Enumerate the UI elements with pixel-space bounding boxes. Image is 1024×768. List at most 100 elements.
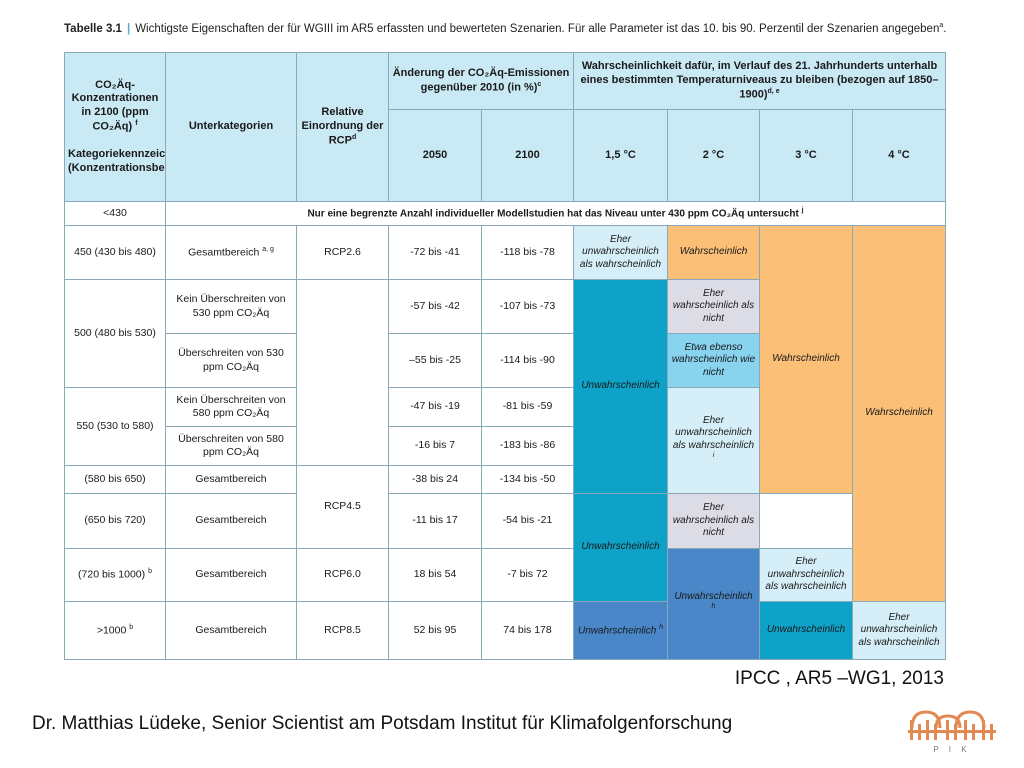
table-caption: Tabelle 3.1 | Wichtigste Eigenschaften der…	[64, 22, 964, 35]
emission-2100-cell: -183 bis -86	[481, 426, 574, 466]
header-rcp: Relative Einordnung der RCPd	[296, 52, 389, 202]
caption-sup: a	[939, 22, 944, 29]
table-row: (650 bis 720) Gesamtbereich -11 bis 17 -…	[64, 493, 946, 602]
concentration-cell: (650 bis 720)	[64, 493, 166, 549]
rcp-cell: RCP8.5	[296, 601, 389, 660]
pik-logo: P I K	[908, 710, 996, 754]
concentration-cell: 550 (530 to 580)	[64, 387, 166, 466]
subcategory-cell: Gesamtbereich	[165, 465, 297, 494]
likelihood-2-label: Unwahrscheinlich	[577, 624, 657, 636]
header-likelihood: Wahrscheinlichkeit dafür, im Verlauf des…	[573, 52, 946, 110]
rcp-cell: RCP6.0	[296, 548, 389, 602]
emission-2050-cell: –55 bis -25	[388, 333, 482, 388]
subcategory-cell: Kein Überschreiten von 530 ppm CO₂Äq	[165, 279, 297, 334]
concentration-cell: 500 (480 bis 530)	[64, 279, 166, 388]
header-3-degrees: 3 °C	[759, 109, 853, 202]
emission-2050-cell: -72 bis -41	[388, 225, 482, 280]
likelihood-1-5-cell: Unwahrscheinlich	[573, 279, 668, 494]
note-sup: j	[801, 206, 804, 214]
table-row: Überschreiten von 530 ppm CO₂Äq –55 bis …	[65, 333, 946, 388]
table-row: 500 (480 bis 530) Kein Überschreiten von…	[64, 279, 946, 494]
likelihood-2-sup: h	[659, 623, 664, 631]
header-2100: 2100	[481, 109, 574, 202]
header-4-degrees: 4 °C	[852, 109, 946, 202]
header-emissions-sup: c	[537, 80, 542, 88]
likelihood-3-cell: Eher wahrscheinlich als nicht	[667, 493, 760, 549]
concentration-cell: (720 bis 1000) b	[64, 548, 166, 602]
likelihood-2-cell: Wahrscheinlich	[667, 225, 760, 280]
emission-2050-cell: -57 bis -42	[388, 279, 482, 334]
emission-2100-cell: -81 bis -59	[481, 387, 574, 427]
likelihood-2-sup: i	[712, 452, 715, 460]
likelihood-2-cell: Etwa ebenso wahrscheinlich wie nicht	[667, 333, 760, 388]
likelihood-4-cell: Wahrscheinlich	[852, 225, 946, 602]
subcategory-cell: Gesamtbereich	[165, 601, 297, 660]
subcategory-label: Gesamtbereich	[188, 246, 260, 259]
caption-text: Wichtigste Eigenschaften der für WGIII i…	[135, 22, 940, 35]
subcategory-cell: Gesamtbereich	[165, 493, 297, 549]
likelihood-3-cell: Wahrscheinlich	[759, 225, 853, 494]
likelihood-1-5-label: Unwahrscheinlich	[674, 590, 753, 602]
scenario-table: CO₂Äq-Konzentrationen in 2100 (ppm CO₂Äq…	[64, 52, 946, 660]
likelihood-2-cell: Unwahrscheinlich	[573, 493, 668, 602]
header-concentration: CO₂Äq-Konzentrationen in 2100 (ppm CO₂Äq…	[64, 52, 166, 202]
concentration-cell: (580 bis 650)	[64, 465, 166, 494]
table-row: (580 bis 650) Gesamtbereich RCP4.5 -38 b…	[64, 465, 946, 549]
header-emissions: Änderung der CO₂Äq-Emissionen gegenüber …	[388, 52, 574, 110]
emission-2100-cell: -118 bis -78	[481, 225, 574, 280]
concentration-label: >1000	[96, 624, 127, 637]
subcategory-cell: Kein Überschreiten von 580 ppm CO₂Äq	[165, 387, 297, 427]
likelihood-2-cell: Unwahrscheinlich h	[573, 601, 668, 660]
concentration-cell: >1000 b	[64, 601, 166, 660]
concentration-cell: <430	[64, 201, 166, 226]
header-category-label: Kategoriekennzeichnung (Konzentrationsbe…	[68, 147, 166, 174]
concentration-sup: b	[148, 568, 152, 576]
table-row: >1000 b Gesamtbereich RCP8.5 52 bis 95 7…	[64, 601, 946, 660]
header-likelihood-sup: d, e	[767, 87, 780, 95]
likelihood-4-cell: Eher unwahrscheinlich als wahrscheinlich	[852, 601, 946, 660]
emission-2100-cell: -134 bis -50	[481, 465, 574, 494]
subcategory-cell: Überschreiten von 530 ppm CO₂Äq	[165, 333, 297, 388]
likelihood-1-5-sup: h	[711, 603, 716, 611]
header-concentration-label: CO₂Äq-Konzentrationen in 2100 (ppm CO₂Äq…	[71, 78, 159, 133]
likelihood-3-cell: Unwahrscheinlich	[759, 601, 853, 660]
header-emissions-label: Änderung der CO₂Äq-Emissionen gegenüber …	[392, 66, 570, 94]
source-citation: IPCC , AR5 –WG1, 2013	[734, 668, 944, 689]
emission-2100-cell: -7 bis 72	[481, 548, 574, 602]
emission-2050-cell: 18 bis 54	[388, 548, 482, 602]
emission-2050-cell: -47 bis -19	[388, 387, 482, 427]
header-concentration-sup: f	[135, 119, 138, 127]
header-2-degrees: 2 °C	[667, 109, 760, 202]
likelihood-2-cell: Eher wahrscheinlich als nicht	[667, 279, 760, 334]
subcategory-sup: a, g	[262, 245, 274, 253]
concentration-sup: b	[129, 623, 134, 631]
header-rcp-sup: d	[351, 133, 357, 141]
emission-2100-cell: -107 bis -73	[481, 279, 574, 334]
header-rcp-label: Relative Einordnung der RCP	[301, 106, 384, 147]
table-row: 450 (430 bis 480) Gesamtbereich a, g RCP…	[64, 225, 946, 602]
subcategory-cell: Gesamtbereich	[165, 548, 297, 602]
emission-2050-cell: -11 bis 17	[388, 493, 482, 549]
pik-logo-text: P I K	[933, 745, 970, 754]
note-cell: Nur eine begrenzte Anzahl individueller …	[165, 201, 946, 226]
concentration-cell: 450 (430 bis 480)	[64, 225, 166, 280]
emission-2100-cell: -114 bis -90	[481, 333, 574, 388]
emission-2050-cell: -38 bis 24	[388, 465, 482, 494]
subcategory-cell: Gesamtbereich a, g	[165, 225, 297, 280]
emission-2050-cell: -16 bis 7	[388, 426, 482, 466]
likelihood-2-label: Eher unwahrscheinlich als wahrscheinlich	[672, 414, 755, 451]
rcp-cell: RCP4.5	[296, 465, 389, 549]
caption-label: Tabelle 3.1	[64, 22, 122, 35]
note-text: Nur eine begrenzte Anzahl individueller …	[307, 207, 799, 219]
emission-2100-cell: 74 bis 178	[481, 601, 574, 660]
caption-end: .	[943, 22, 947, 35]
likelihood-3-cell: Eher unwahrscheinlich als wahrscheinlich	[759, 548, 853, 602]
table-row: 550 (530 to 580) Kein Überschreiten von …	[64, 387, 946, 494]
rcp-cell: RCP2.6	[296, 225, 389, 280]
header-likelihood-label: Wahrscheinlichkeit dafür, im Verlauf des…	[580, 60, 939, 101]
emission-2050-cell: 52 bis 95	[388, 601, 482, 660]
caption-separator: |	[126, 22, 131, 35]
author-line: Dr. Matthias Lüdeke, Senior Scientist am…	[32, 713, 733, 734]
emission-2100-cell: -54 bis -21	[481, 493, 574, 549]
header-subcategories: Unterkategorien	[165, 52, 297, 202]
